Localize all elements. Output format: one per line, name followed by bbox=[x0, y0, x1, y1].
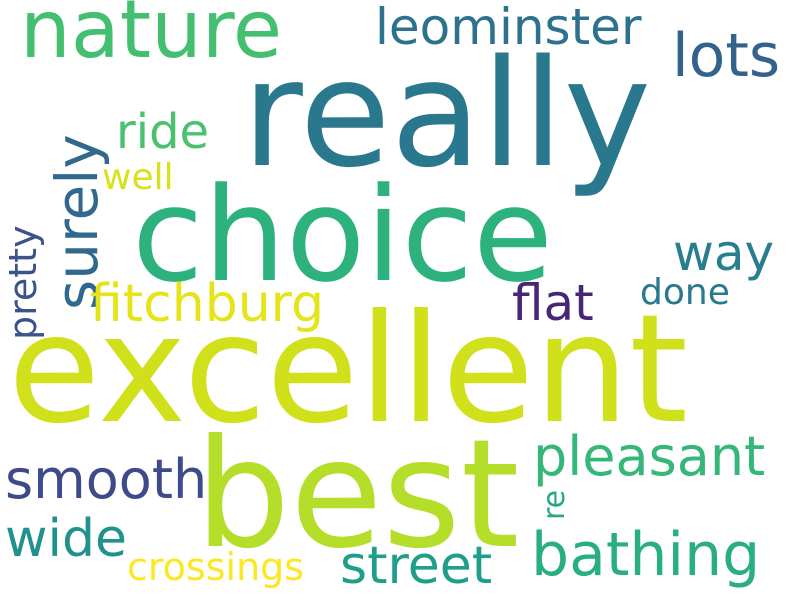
word-ride: ride bbox=[116, 104, 210, 160]
word-well: well bbox=[102, 157, 174, 198]
word-fitchburg: fitchburg bbox=[90, 274, 325, 334]
word-pretty: pretty bbox=[1, 225, 45, 340]
word-lots: lots bbox=[672, 21, 781, 91]
word-crossings: crossings bbox=[127, 545, 305, 589]
word-pleasant: pleasant bbox=[533, 425, 766, 488]
word-flat: flat bbox=[512, 274, 594, 332]
word-wide: wide bbox=[5, 509, 127, 569]
word-best: best bbox=[195, 408, 520, 582]
word-street: street bbox=[340, 536, 493, 596]
word-really: really bbox=[242, 28, 652, 200]
word-done: done bbox=[640, 272, 730, 313]
word-re: re bbox=[537, 489, 572, 520]
word-leominster: leominster bbox=[375, 0, 642, 56]
word-bathing: bathing bbox=[531, 520, 761, 590]
word-choice: choice bbox=[132, 159, 553, 311]
word-nature: nature bbox=[20, 0, 283, 76]
word-way: way bbox=[673, 224, 775, 282]
word-excellent: excellent bbox=[8, 283, 689, 457]
word-smooth: smooth bbox=[5, 448, 208, 511]
